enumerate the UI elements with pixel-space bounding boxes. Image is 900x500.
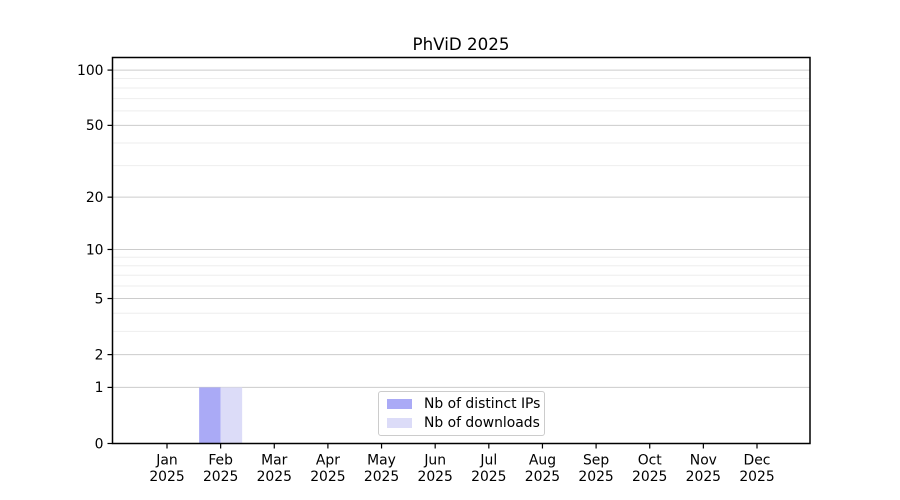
x-tick-label-month: Jul — [479, 453, 497, 469]
chart-title: PhViD 2025 — [412, 34, 510, 54]
x-tick-label-year: 2025 — [149, 469, 184, 485]
x-tick-label-year: 2025 — [578, 469, 613, 485]
x-tick-label-month: Nov — [690, 453, 717, 469]
y-tick-label: 2 — [95, 347, 104, 363]
x-tick-label-year: 2025 — [471, 469, 506, 485]
legend-swatch-downloads — [387, 417, 412, 428]
legend-item-downloads: Nb of downloads — [387, 414, 540, 431]
x-tick-label-month: Jun — [423, 453, 446, 469]
x-tick-label-month: Feb — [208, 453, 233, 469]
x-tick-label-month: Apr — [316, 453, 340, 469]
x-tick-label-year: 2025 — [632, 469, 667, 485]
x-tick-label-month: Sep — [583, 453, 609, 469]
x-tick-label-month: Aug — [529, 453, 556, 469]
x-tick-label-year: 2025 — [364, 469, 399, 485]
x-tick-label-month: Mar — [261, 453, 287, 469]
y-tick-label: 100 — [77, 63, 104, 79]
x-tick-label-month: Dec — [744, 453, 771, 469]
y-tick-label: 10 — [86, 242, 104, 258]
bar-downloads — [220, 387, 243, 444]
x-tick-label-year: 2025 — [739, 469, 774, 485]
bar-distinct-ips — [199, 387, 221, 444]
legend-label-downloads: Nb of downloads — [424, 414, 540, 431]
x-tick-label-year: 2025 — [525, 469, 560, 485]
legend-swatch-distinct-ips — [387, 399, 412, 410]
y-tick-label: 1 — [95, 380, 104, 396]
legend: Nb of distinct IPs Nb of downloads — [378, 391, 545, 436]
y-tick-label: 5 — [95, 291, 104, 307]
y-tick-label: 0 — [95, 436, 104, 452]
legend-label-distinct-ips: Nb of distinct IPs — [424, 396, 541, 413]
x-tick-label-month: Oct — [638, 453, 663, 469]
y-tick-label: 50 — [86, 118, 104, 134]
x-tick-label-month: May — [367, 453, 396, 469]
x-tick-label-month: Jan — [155, 453, 177, 469]
x-tick-label-year: 2025 — [257, 469, 292, 485]
x-tick-label-year: 2025 — [686, 469, 721, 485]
x-tick-label-year: 2025 — [310, 469, 345, 485]
legend-item-distinct-ips: Nb of distinct IPs — [387, 396, 541, 413]
plot-border — [111, 56, 811, 445]
x-tick-label-year: 2025 — [418, 469, 453, 485]
x-tick-label-year: 2025 — [203, 469, 238, 485]
y-tick-label: 20 — [86, 190, 104, 206]
